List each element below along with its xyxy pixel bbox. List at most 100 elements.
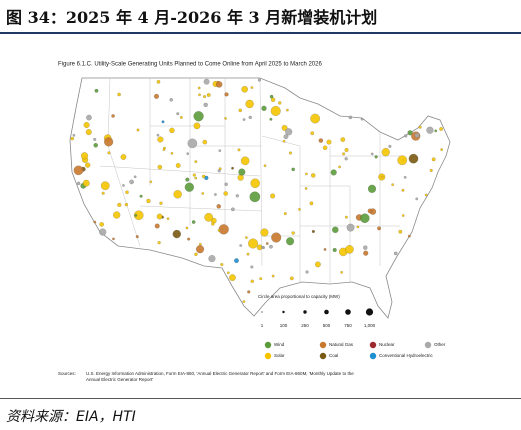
plant-dot — [363, 245, 368, 250]
plant-dot — [198, 93, 201, 97]
plant-dot — [247, 290, 251, 294]
plant-dot — [434, 129, 438, 133]
legend-swatch — [319, 341, 327, 349]
plant-dot — [311, 173, 316, 178]
plant-dot — [134, 214, 138, 217]
legend-label: Nuclear — [379, 342, 395, 347]
plant-dot — [204, 213, 213, 222]
size-label: 500 — [323, 323, 331, 328]
plant-dot — [270, 193, 276, 199]
plant-dot — [224, 117, 227, 120]
plant-dot — [217, 169, 221, 173]
plant-dot — [311, 230, 315, 233]
footer-source: 资料来源：EIA，HTI — [6, 409, 136, 425]
plant-dot — [283, 212, 287, 216]
size-label: 100 — [280, 323, 288, 328]
plant-dot — [154, 93, 159, 99]
plant-dot — [261, 245, 265, 249]
plant-dot — [185, 177, 190, 182]
plant-dot — [374, 155, 378, 159]
plant-dot — [185, 226, 189, 230]
plant-dot — [99, 228, 107, 236]
plant-dot — [323, 248, 327, 251]
plant-dot — [237, 148, 241, 152]
plant-dot — [238, 108, 242, 113]
legend-swatch — [264, 341, 272, 349]
plant-dot — [175, 163, 181, 168]
plant-dot — [310, 131, 315, 136]
plant-dot — [120, 154, 127, 160]
plant-dot — [326, 139, 332, 145]
plant-dot — [240, 156, 250, 166]
plant-dot — [199, 242, 202, 246]
plant-dot — [265, 242, 269, 245]
plant-dot — [194, 252, 198, 256]
plant-dots — [70, 78, 443, 303]
plant-dot — [72, 133, 76, 137]
legend-label: Solar — [274, 353, 285, 358]
plant-dot — [93, 137, 97, 141]
plant-dot — [161, 120, 165, 124]
plant-dot — [214, 193, 217, 196]
legend: Wind Natural Gas Nuclear Other Solar Coal Conv… — [264, 341, 446, 360]
plant-dot — [242, 118, 246, 121]
plant-dot — [250, 86, 254, 89]
plant-dot — [194, 176, 198, 180]
size-swatch — [345, 309, 351, 315]
plant-dot — [414, 132, 420, 138]
plant-dot — [206, 93, 211, 97]
plant-dot — [136, 128, 140, 132]
plant-dot — [408, 153, 419, 164]
plant-dot — [401, 214, 405, 217]
plant-dot — [93, 220, 97, 224]
plant-dot — [367, 208, 373, 214]
plant-dot — [391, 183, 395, 187]
plant-dot — [124, 202, 129, 207]
plant-dot — [203, 78, 210, 85]
plant-dot — [398, 229, 403, 234]
legend-swatch — [264, 352, 272, 360]
size-legend: 1 100 250 500 750 1,000 — [261, 308, 376, 328]
plant-dot — [157, 241, 161, 245]
plant-dot — [269, 117, 273, 121]
plant-dot — [224, 182, 228, 186]
plant-dot — [344, 157, 348, 161]
plant-dot — [111, 114, 115, 118]
plant-dot — [187, 237, 191, 241]
plant-dot — [429, 168, 433, 172]
plant-dot — [342, 152, 346, 156]
legend-label: Coal — [329, 353, 338, 358]
plant-dot — [310, 113, 320, 124]
plant-dot — [260, 228, 269, 237]
plant-dot — [242, 300, 246, 303]
plant-dot — [173, 190, 182, 199]
plant-dot — [345, 245, 354, 254]
size-label: 1,000 — [364, 323, 376, 328]
plant-dot — [117, 202, 122, 207]
plant-dot — [315, 261, 321, 268]
plant-dot — [298, 208, 301, 211]
plant-dot — [340, 271, 343, 274]
plant-dot — [245, 236, 248, 239]
plant-dot — [269, 94, 274, 99]
plant-dot — [157, 164, 163, 170]
plant-dot — [125, 190, 129, 194]
plant-dot — [224, 92, 229, 97]
legend-swatch — [424, 341, 432, 349]
plant-dot — [239, 244, 243, 247]
plant-dot — [431, 157, 436, 162]
size-legend-title: Circle area proportional to capacity (MW… — [258, 294, 340, 299]
plant-dot — [192, 173, 196, 177]
plant-dot — [250, 265, 254, 269]
plant-dot — [250, 178, 260, 188]
plant-dot — [227, 271, 230, 275]
plant-dot — [346, 223, 355, 232]
plant-dot — [332, 248, 337, 253]
plant-dot — [113, 211, 121, 219]
plant-dot — [104, 137, 114, 147]
plant-dot — [218, 224, 229, 235]
plant-dot — [286, 108, 289, 112]
plant-dot — [250, 279, 254, 283]
size-label: 250 — [301, 323, 309, 328]
